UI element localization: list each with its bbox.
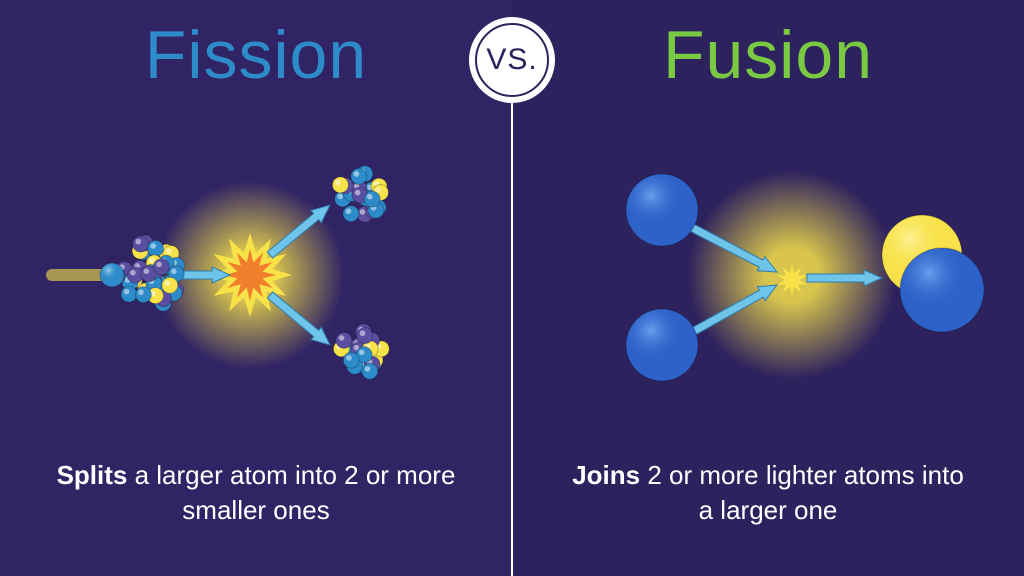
fission-diagram — [0, 150, 512, 410]
comparison-container: Fission Splits a larger atom into 2 or m… — [0, 0, 1024, 576]
fusion-diagram — [512, 150, 1024, 410]
fusion-panel: Fusion Joins 2 or more lighter atoms int… — [512, 0, 1024, 576]
vs-label: VS. — [486, 43, 537, 77]
fission-caption-rest: a larger atom into 2 or more smaller one… — [127, 460, 455, 525]
fission-caption-bold: Splits — [57, 460, 128, 490]
fusion-caption-bold: Joins — [572, 460, 640, 490]
fusion-svg — [512, 150, 1024, 410]
fusion-caption: Joins 2 or more lighter atoms into a lar… — [563, 458, 973, 528]
fission-panel: Fission Splits a larger atom into 2 or m… — [0, 0, 512, 576]
vs-badge: VS. — [469, 17, 555, 103]
vertical-divider — [511, 60, 513, 576]
fusion-caption-rest: 2 or more lighter atoms into a larger on… — [640, 460, 964, 525]
fusion-title: Fusion — [663, 16, 873, 94]
fission-title: Fission — [145, 16, 367, 94]
fission-svg — [0, 150, 512, 410]
fission-caption: Splits a larger atom into 2 or more smal… — [51, 458, 461, 528]
